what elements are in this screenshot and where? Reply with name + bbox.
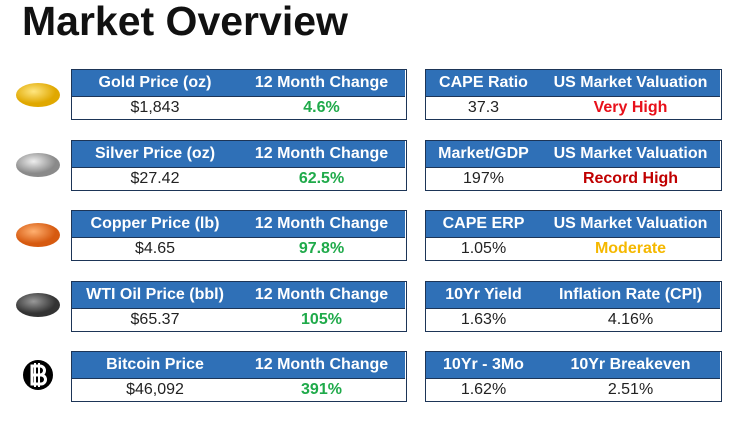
header-cell: Market/GDP xyxy=(426,141,541,168)
table: 10Yr Yield Inflation Rate (CPI) 1.63% 4.16% xyxy=(425,281,722,332)
value-cell: 2.51% xyxy=(541,379,720,401)
value-cell: $65.37 xyxy=(72,309,238,331)
value-row: 197% Record High xyxy=(426,168,721,190)
value-row: 1.05% Moderate xyxy=(426,238,721,260)
value-cell: $1,843 xyxy=(72,97,238,119)
header-cell: 12 Month Change xyxy=(238,352,405,379)
value-cell: Very High xyxy=(541,97,720,119)
header-row: Gold Price (oz) 12 Month Change xyxy=(72,70,406,97)
table: Market/GDP US Market Valuation 197% Record … xyxy=(425,140,722,191)
header-cell: 10Yr Yield xyxy=(426,282,541,309)
value-row: $65.37 105% xyxy=(72,309,406,331)
value-cell: Record High xyxy=(541,168,720,190)
header-cell: US Market Valuation xyxy=(541,70,720,97)
oil-icon xyxy=(16,293,60,317)
header-row: Silver Price (oz) 12 Month Change xyxy=(72,141,406,168)
header-cell: 12 Month Change xyxy=(238,282,405,309)
header-cell: Inflation Rate (CPI) xyxy=(541,282,720,309)
value-row: $46,092 391% xyxy=(72,379,406,401)
value-row: $1,843 4.6% xyxy=(72,97,406,119)
header-cell: Copper Price (lb) xyxy=(72,211,238,238)
header-row: CAPE ERP US Market Valuation xyxy=(426,211,721,238)
table: Gold Price (oz) 12 Month Change $1,843 4.6% xyxy=(71,69,407,120)
table: CAPE Ratio US Market Valuation 37.3 Very Hi… xyxy=(425,69,722,120)
header-row: 10Yr Yield Inflation Rate (CPI) xyxy=(426,282,721,309)
title: Market Overview xyxy=(22,0,348,44)
value-cell: Moderate xyxy=(541,238,720,260)
value-row: $27.42 62.5% xyxy=(72,168,406,190)
header-cell: US Market Valuation xyxy=(541,211,720,238)
table: 10Yr - 3Mo 10Yr Breakeven 1.62% 2.51% xyxy=(425,351,722,402)
table: Bitcoin Price 12 Month Change $46,092 391% xyxy=(71,351,407,402)
header-cell: WTI Oil Price (bbl) xyxy=(72,282,238,309)
value-cell: 391% xyxy=(238,379,405,401)
header-cell: 12 Month Change xyxy=(238,211,405,238)
header-cell: US Market Valuation xyxy=(541,141,720,168)
header-cell: Bitcoin Price xyxy=(72,352,238,379)
value-cell: 37.3 xyxy=(426,97,541,119)
value-cell: 4.6% xyxy=(238,97,405,119)
header-row: CAPE Ratio US Market Valuation xyxy=(426,70,721,97)
header-cell: 12 Month Change xyxy=(238,141,405,168)
value-cell: 97.8% xyxy=(238,238,405,260)
silver-icon xyxy=(16,153,60,177)
value-cell: 105% xyxy=(238,309,405,331)
header-cell: CAPE ERP xyxy=(426,211,541,238)
icons xyxy=(16,83,60,390)
header-row: Copper Price (lb) 12 Month Change xyxy=(72,211,406,238)
value-cell: 4.16% xyxy=(541,309,720,331)
header-cell: 10Yr - 3Mo xyxy=(426,352,541,379)
header-row: Market/GDP US Market Valuation xyxy=(426,141,721,168)
header-row: Bitcoin Price 12 Month Change xyxy=(72,352,406,379)
header-row: WTI Oil Price (bbl) 12 Month Change xyxy=(72,282,406,309)
table: Silver Price (oz) 12 Month Change $27.42 62… xyxy=(71,140,407,191)
copper-icon xyxy=(16,223,60,247)
value-cell: 1.63% xyxy=(426,309,541,331)
value-cell: 1.62% xyxy=(426,379,541,401)
header-cell: 10Yr Breakeven xyxy=(541,352,720,379)
value-row: $4.65 97.8% xyxy=(72,238,406,260)
header-cell: CAPE Ratio xyxy=(426,70,541,97)
value-row: 1.63% 4.16% xyxy=(426,309,721,331)
header-cell: Gold Price (oz) xyxy=(72,70,238,97)
table: CAPE ERP US Market Valuation 1.05% Moderate xyxy=(425,210,722,261)
value-row: 1.62% 2.51% xyxy=(426,379,721,401)
gold-icon xyxy=(16,83,60,107)
table: WTI Oil Price (bbl) 12 Month Change $65.37… xyxy=(71,281,407,332)
value-cell: 62.5% xyxy=(238,168,405,190)
header-cell: Silver Price (oz) xyxy=(72,141,238,168)
value-cell: $27.42 xyxy=(72,168,238,190)
header-cell: 12 Month Change xyxy=(238,70,405,97)
value-row: 37.3 Very High xyxy=(426,97,721,119)
bitcoin-icon xyxy=(23,360,53,390)
value-cell: $46,092 xyxy=(72,379,238,401)
value-cell: $4.65 xyxy=(72,238,238,260)
value-cell: 1.05% xyxy=(426,238,541,260)
header-row: 10Yr - 3Mo 10Yr Breakeven xyxy=(426,352,721,379)
value-cell: 197% xyxy=(426,168,541,190)
table: Copper Price (lb) 12 Month Change $4.65 97.… xyxy=(71,210,407,261)
